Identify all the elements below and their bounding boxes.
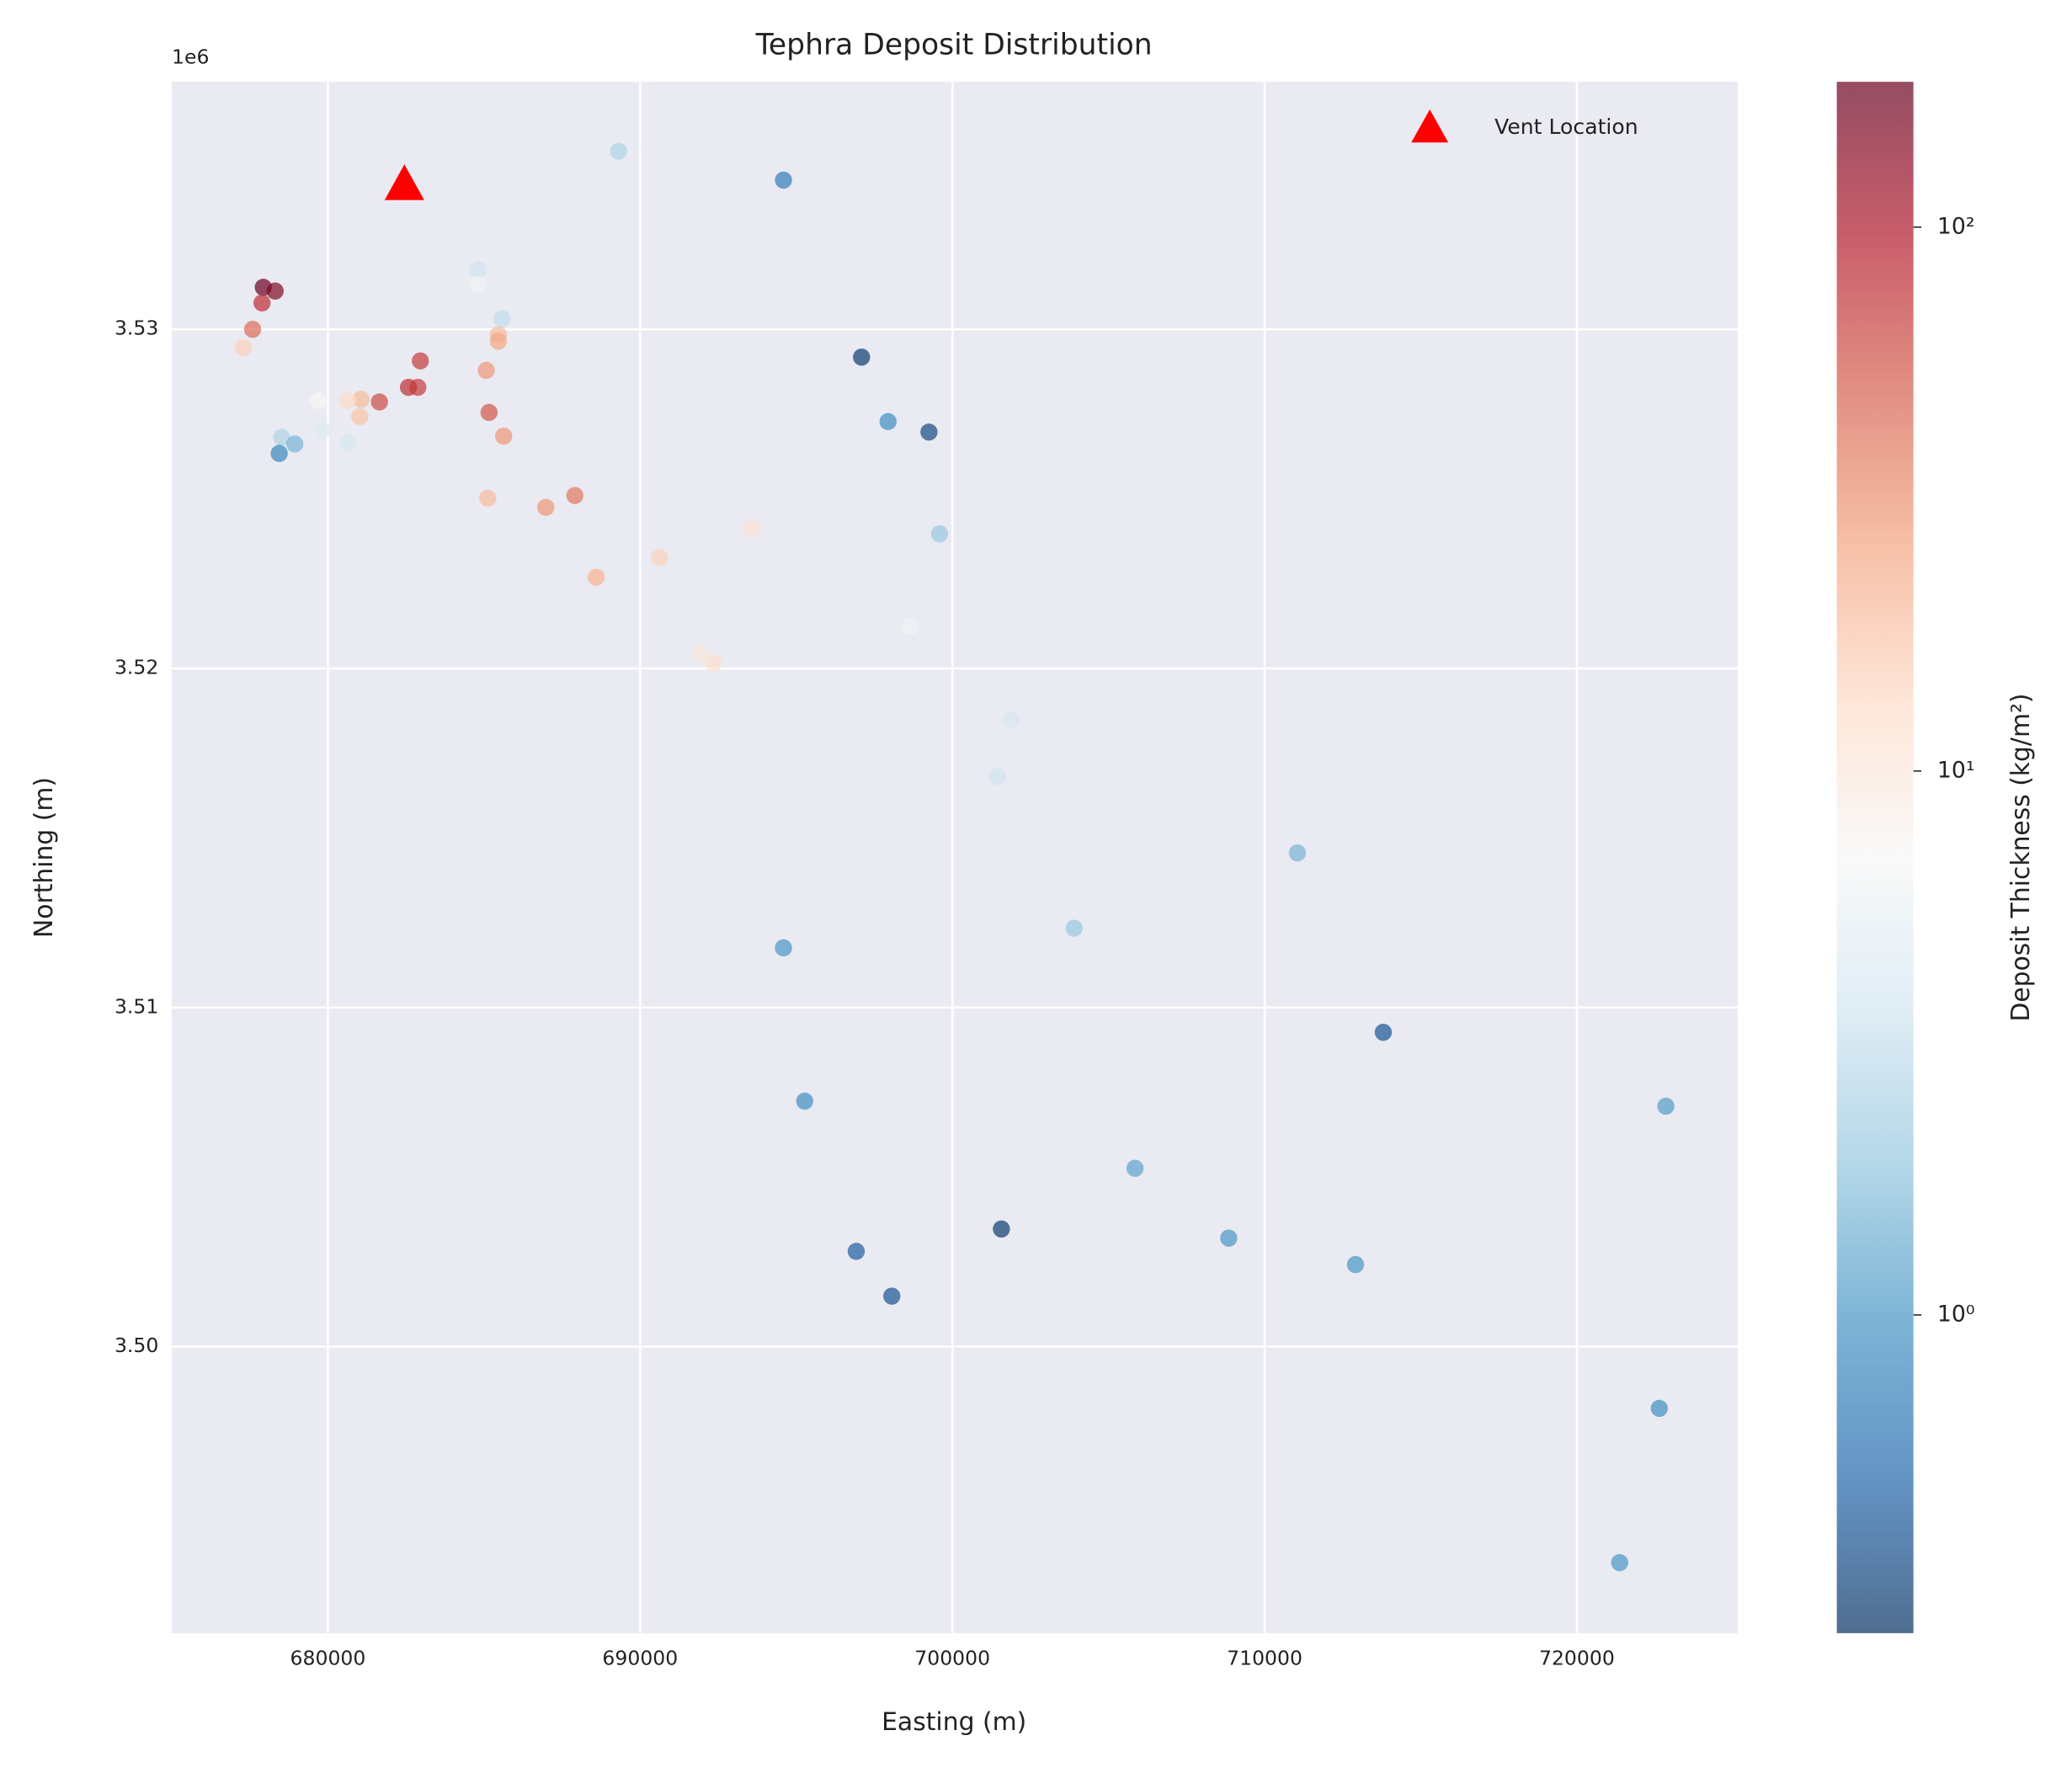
data-point — [266, 282, 284, 300]
data-point — [537, 498, 555, 516]
data-point — [409, 378, 427, 397]
plot-area — [172, 82, 1738, 1633]
legend-marker — [1411, 109, 1449, 143]
data-point — [470, 275, 487, 294]
data-point — [1346, 1255, 1365, 1274]
x-tick-label: 710000 — [1227, 1647, 1302, 1670]
y-axis-label: Northing (m) — [29, 777, 59, 938]
data-point — [310, 391, 328, 409]
y-tick-label: 3.53 — [115, 317, 158, 340]
y-offset-label: 1e6 — [172, 45, 209, 68]
data-point — [338, 434, 357, 452]
data-point — [651, 549, 668, 567]
data-point — [920, 423, 938, 441]
data-point — [847, 1243, 866, 1260]
data-point — [691, 645, 710, 663]
data-point — [1220, 1229, 1238, 1247]
data-point — [775, 939, 792, 957]
x-tick-label: 680000 — [290, 1647, 366, 1670]
data-point — [1065, 919, 1084, 937]
x-axis-label: Easting (m) — [882, 1707, 1026, 1737]
data-point — [273, 429, 290, 446]
legend-label: Vent Location — [1494, 114, 1638, 139]
data-point — [234, 338, 253, 357]
data-point — [270, 445, 288, 462]
data-point — [796, 1092, 813, 1110]
x-tick-label: 720000 — [1539, 1647, 1615, 1670]
data-point — [351, 407, 369, 425]
data-point — [1288, 844, 1307, 862]
data-point — [1650, 1399, 1669, 1418]
data-point — [1657, 1097, 1675, 1115]
x-tick-label: 700000 — [914, 1647, 990, 1670]
data-point — [902, 617, 919, 635]
data-point — [930, 524, 949, 543]
data-point — [610, 142, 627, 160]
data-point — [489, 333, 508, 350]
colorbar-tick-label: 10² — [1937, 213, 1975, 239]
colorbar — [1836, 82, 1914, 1633]
data-point — [285, 435, 304, 453]
x-tick-label: 690000 — [602, 1647, 678, 1670]
y-tick-label: 3.51 — [115, 994, 158, 1018]
data-point — [879, 413, 897, 430]
colorbar-tick-label: 10⁰ — [1937, 1301, 1975, 1327]
y-tick-label: 3.52 — [115, 655, 158, 679]
data-point — [493, 310, 511, 327]
data-point — [470, 261, 487, 279]
data-point — [352, 390, 370, 408]
data-point — [477, 361, 495, 380]
data-point — [370, 393, 388, 411]
chart-title: Tephra Deposit Distribution — [755, 28, 1153, 61]
data-point — [479, 489, 497, 507]
data-point — [587, 568, 605, 586]
data-point — [243, 321, 262, 338]
data-point — [313, 422, 332, 440]
data-point — [988, 768, 1007, 785]
data-point — [743, 519, 761, 537]
data-point — [1002, 711, 1020, 728]
y-tick-label: 3.50 — [115, 1334, 158, 1357]
data-point — [338, 391, 357, 409]
data-point — [1611, 1553, 1628, 1572]
data-point — [253, 294, 271, 311]
data-point — [495, 427, 513, 445]
data-point — [705, 654, 722, 672]
data-point — [1126, 1159, 1144, 1177]
data-point — [1374, 1023, 1393, 1041]
data-point — [853, 349, 871, 366]
data-point — [412, 352, 429, 370]
data-point — [566, 487, 584, 504]
data-point — [775, 171, 792, 189]
data-point — [993, 1220, 1010, 1238]
colorbar-label: Deposit Thickness (kg/m²) — [2006, 694, 2036, 1022]
data-point — [883, 1287, 901, 1305]
vent-marker — [384, 164, 424, 200]
data-point — [480, 403, 498, 422]
colorbar-tick-label: 10¹ — [1937, 757, 1975, 783]
